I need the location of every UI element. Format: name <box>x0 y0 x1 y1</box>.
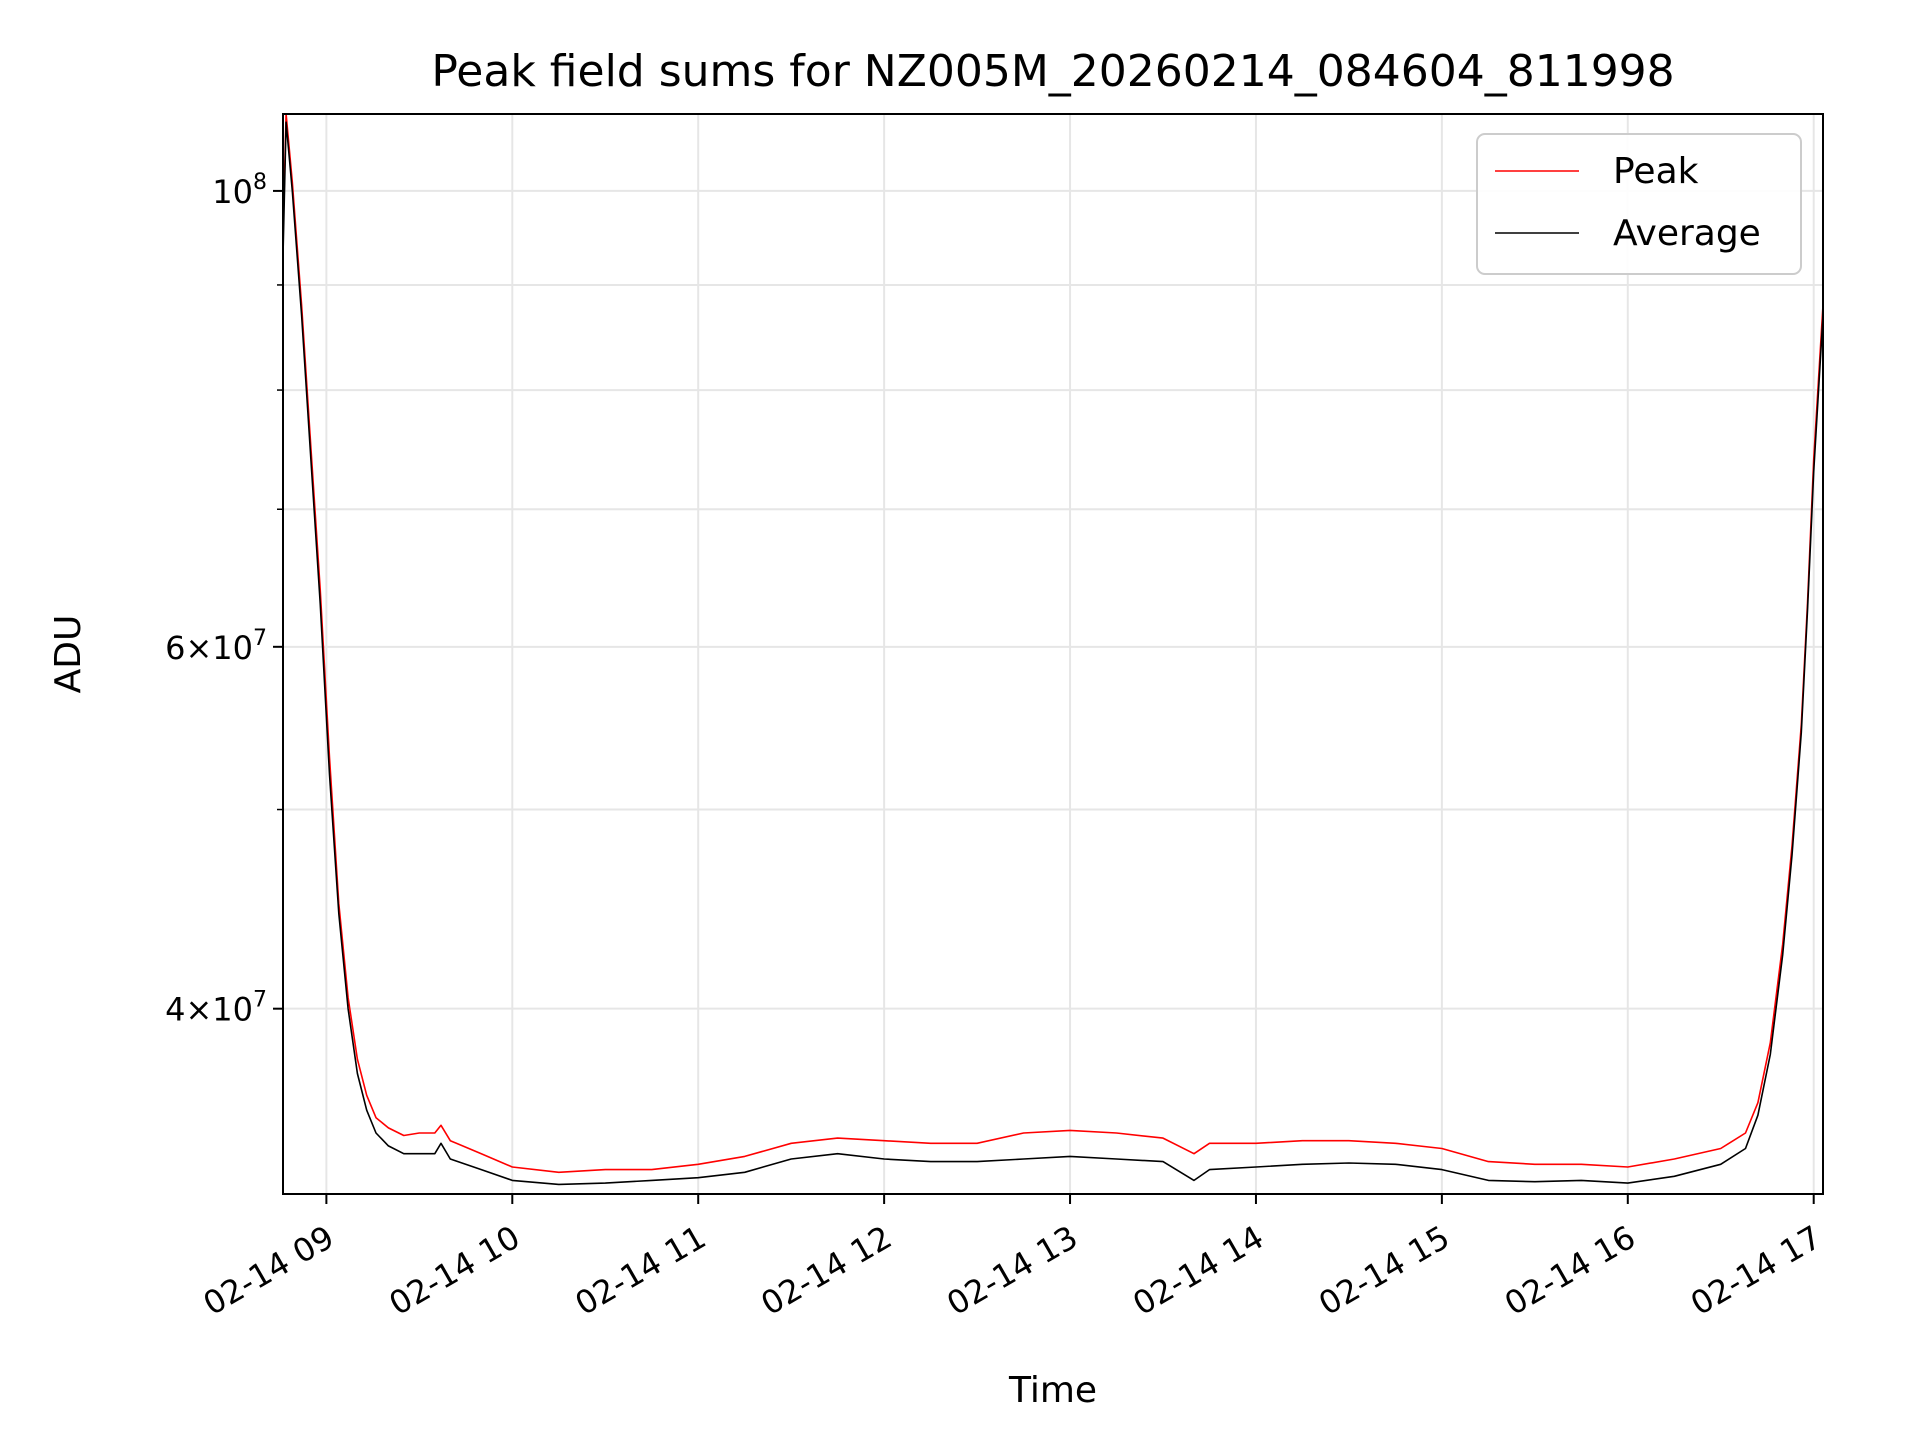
y-tick-label: 4×107 <box>165 988 267 1029</box>
y-tick-label: 6×107 <box>165 626 267 667</box>
legend-box <box>1476 133 1802 275</box>
legend-label-peak: Peak <box>1613 151 1699 192</box>
legend: Peak Average <box>1476 133 1802 275</box>
series-line-peak <box>283 114 1823 1174</box>
legend-label-average: Average <box>1613 213 1761 254</box>
x-axis-label: Time <box>1008 1370 1097 1411</box>
series-line-average <box>283 121 1823 1186</box>
grid-lines <box>283 114 1823 1194</box>
plot-area <box>283 114 1823 1186</box>
y-axis-label: ADU <box>48 615 89 694</box>
chart-title: Peak field sums for NZ005M_20260214_0846… <box>431 46 1674 97</box>
axes-frame <box>282 113 1824 1195</box>
